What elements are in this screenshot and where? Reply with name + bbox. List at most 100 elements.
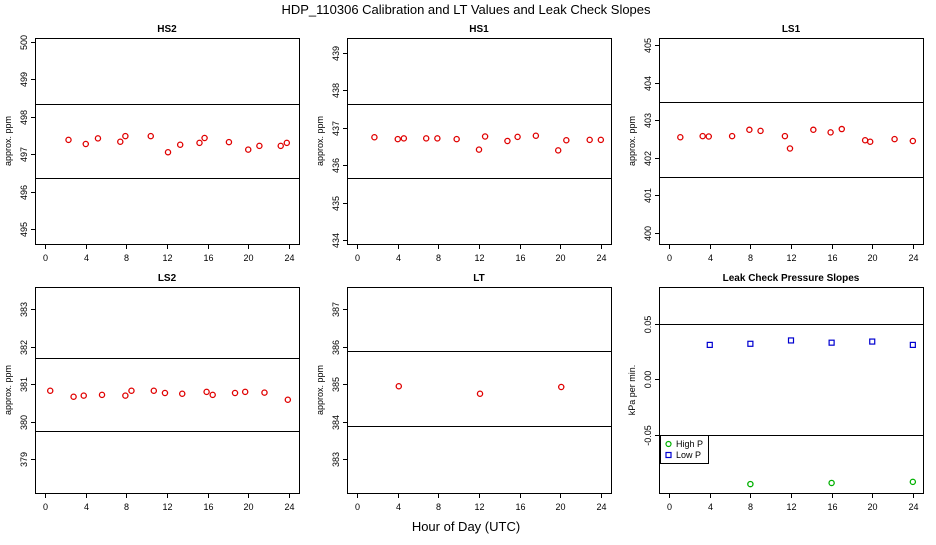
data-point (150, 387, 158, 394)
x-tick-label: 12 (474, 253, 484, 263)
y-tick-label: 439 (331, 46, 341, 61)
x-tick-label: 24 (908, 253, 918, 263)
data-point (557, 383, 565, 391)
y-tick-label: 401 (643, 188, 653, 203)
data-point (395, 383, 403, 390)
data-point (122, 392, 129, 399)
y-tick-label: 435 (331, 196, 341, 211)
figure-title: HDP_110306 Calibration and LT Values and… (281, 2, 651, 17)
data-point (241, 388, 249, 396)
x-tick-label: 20 (555, 502, 565, 512)
panels: HS2 approx. ppm 0 4 8 12 16 20 24 495 496 497 498 499… (3, 24, 924, 512)
data-point (201, 134, 208, 142)
x-tick-label: 0 (43, 502, 48, 512)
x-tick-label: 0 (667, 253, 672, 263)
x-tick-label: 4 (708, 502, 713, 512)
data-point (705, 133, 713, 140)
x-tick-label: 20 (243, 253, 253, 263)
data-point (256, 142, 263, 150)
x-tick-label: 20 (867, 253, 877, 263)
x-tick-label: 24 (284, 502, 294, 512)
x-tick-label: 12 (786, 253, 796, 263)
y-tick-label: 387 (331, 302, 341, 317)
y-tick-label: 0.00 (643, 371, 653, 389)
data-point (231, 389, 239, 397)
y-tick-label: 436 (331, 158, 341, 173)
x-tick-label: 20 (867, 502, 877, 512)
legend-label: Low P (676, 450, 701, 460)
x-tick-label: 24 (284, 253, 294, 263)
data-point (827, 129, 834, 136)
data-point (586, 136, 593, 144)
data-point (866, 138, 874, 145)
y-tick-label: 438 (331, 83, 341, 98)
x-tick-label: 4 (396, 502, 401, 512)
data-point (828, 479, 835, 487)
data-point (400, 135, 408, 142)
panel-lt: LT approx. ppm 0 4 8 12 16 20 24 383 384 385 386 387 (315, 273, 612, 512)
x-tick-label: 12 (162, 253, 172, 263)
data-point (434, 135, 441, 142)
data-point (277, 142, 284, 150)
panel-ls2: LS2 approx. ppm 0 4 8 12 16 20 24 379 380 381 382 383 (3, 273, 300, 512)
legend-marker (665, 440, 672, 448)
data-point (128, 387, 135, 394)
x-tick-label: 0 (43, 253, 48, 263)
panel-leak-check-pressure-slopes: Leak Check Pressure Slopes kPa per min. 0 4… (627, 273, 924, 512)
data-point (422, 135, 430, 142)
legend-box (660, 435, 709, 464)
data-point (781, 132, 789, 140)
data-point (514, 133, 521, 141)
data-point (117, 138, 124, 145)
x-tick-label: 12 (474, 502, 484, 512)
data-point (861, 137, 869, 144)
data-point (787, 337, 795, 344)
y-tick-label: 380 (19, 415, 29, 430)
y-tick-label: 498 (19, 110, 29, 125)
y-tick-label: 0.05 (643, 316, 653, 334)
legend-label: High P (676, 439, 703, 449)
y-tick-label: 499 (19, 72, 29, 87)
data-point (828, 339, 835, 346)
panel-title: HS1 (469, 24, 489, 35)
x-tick-label: 16 (827, 253, 837, 263)
x-tick-label: 8 (436, 502, 441, 512)
data-point (909, 137, 917, 145)
data-point (476, 390, 484, 397)
data-point (554, 147, 562, 154)
data-point (869, 338, 876, 345)
x-tick-label: 8 (436, 253, 441, 263)
panel-title: LT (473, 273, 484, 284)
y-tick-label: 400 (643, 226, 653, 241)
y-tick-label: 500 (19, 35, 29, 50)
y-axis-label: approx. ppm (315, 365, 325, 415)
data-point (164, 148, 172, 156)
y-tick-label: 383 (331, 452, 341, 467)
data-point (94, 135, 102, 142)
panel-hs1: HS1 approx. ppm 0 4 8 12 16 20 24 434 435 436 437 438… (315, 24, 612, 263)
panel-ls1: LS1 approx. ppm 0 4 8 12 16 20 24 400 401 402 403 404… (627, 24, 924, 263)
data-point (283, 139, 291, 147)
y-axis-label: approx. ppm (627, 116, 637, 166)
panel-title: LS2 (158, 273, 177, 284)
y-tick-label: 405 (643, 38, 653, 53)
x-tick-label: 24 (596, 253, 606, 263)
x-tick-label: 8 (124, 502, 129, 512)
y-tick-label: -0.05 (643, 425, 653, 446)
data-point (70, 393, 77, 400)
x-tick-label: 0 (667, 502, 672, 512)
panel-hs2: HS2 approx. ppm 0 4 8 12 16 20 24 495 496 497 498 499… (3, 24, 300, 263)
data-point (810, 126, 817, 134)
data-point (178, 390, 186, 397)
data-point (82, 140, 90, 148)
legend-marker (665, 451, 672, 459)
y-tick-label: 402 (643, 151, 653, 166)
x-tick-label: 16 (203, 502, 213, 512)
x-tick-label: 8 (748, 502, 753, 512)
y-axis-label: approx. ppm (3, 116, 13, 166)
data-point (147, 132, 155, 140)
data-point (98, 391, 106, 399)
data-point (677, 134, 684, 141)
data-point (563, 137, 570, 144)
